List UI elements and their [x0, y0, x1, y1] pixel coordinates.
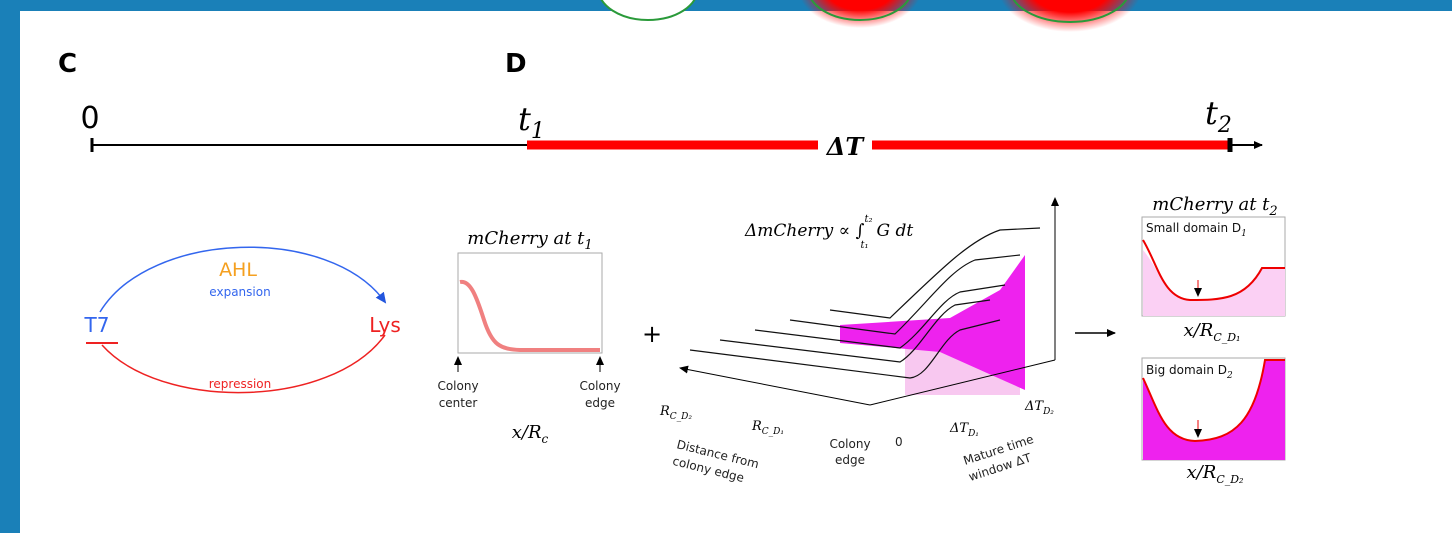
sub: C_D₁	[762, 427, 784, 437]
panel-label: C	[58, 49, 77, 79]
base: Small domain D	[1146, 221, 1241, 235]
base: x/R	[1187, 462, 1217, 483]
plot-title: mCherry at t1	[467, 228, 592, 253]
frame-top	[0, 0, 1452, 11]
sub: 2	[1217, 113, 1232, 138]
plus: +	[642, 320, 662, 348]
line: Colony	[579, 379, 620, 393]
x-label: x/RC_D₁	[1184, 320, 1241, 344]
sub: 1	[584, 238, 592, 253]
lhs: ΔmCherry ∝ ∫	[744, 221, 865, 241]
base: ΔT	[949, 421, 969, 436]
axis-note: Colony center	[437, 379, 478, 410]
line: edge	[585, 396, 615, 410]
base: Big domain D	[1146, 363, 1227, 377]
time-label: t1	[518, 100, 545, 144]
radius-label: RC_D₁	[751, 419, 784, 437]
colony	[998, 0, 1142, 32]
sub: c	[542, 432, 549, 446]
base: R	[659, 404, 670, 419]
signal: AHL	[219, 259, 257, 281]
colony	[798, 0, 922, 28]
window-label: ΔTD₁	[949, 421, 979, 439]
time-label: t2	[1205, 94, 1232, 138]
delta-label: ΔT	[826, 132, 866, 161]
lysis: Lys	[369, 313, 401, 337]
figure: C D 0 t1 ΔT t2 AHL expansion T7 Lys repr…	[0, 0, 1452, 533]
formula: ΔmCherry ∝ ∫t₂ t₁ G dt	[744, 214, 913, 251]
x-label: x/RC_D₂	[1187, 462, 1244, 486]
axis-note: Colony edge	[579, 379, 620, 410]
promoter: T7	[84, 313, 110, 337]
frame-left	[0, 0, 20, 533]
sub: C_D₂	[1216, 473, 1243, 486]
base: ΔT	[1024, 399, 1044, 414]
sub: C_D₁	[1213, 331, 1240, 344]
lower: t₁	[860, 240, 868, 251]
plot-title: mCherry at t2	[1152, 194, 1277, 219]
axis-title: Mature timewindow ΔT	[962, 432, 1041, 484]
line: edge	[835, 453, 865, 467]
line: center	[439, 396, 478, 410]
base: t	[518, 100, 531, 138]
time-label: 0	[80, 101, 99, 136]
sub: 1	[531, 119, 545, 144]
base: x/R	[512, 422, 542, 443]
role-label: expansion	[209, 285, 270, 299]
base: R	[751, 419, 762, 434]
axis-note: 0	[895, 435, 903, 449]
axis	[680, 368, 870, 405]
sub: 2	[1226, 371, 1233, 381]
base: t	[1205, 94, 1218, 132]
base: mCherry at t	[1152, 194, 1270, 215]
base: x/R	[1184, 320, 1214, 341]
sub: D₂	[1042, 407, 1054, 417]
role-label: repression	[209, 377, 272, 391]
radius-label: RC_D₂	[659, 404, 692, 422]
sub: 1	[1241, 229, 1247, 239]
base: mCherry at t	[467, 228, 585, 249]
sub: C_D₂	[670, 412, 693, 422]
window-label: ΔTD₂	[1024, 399, 1054, 417]
upper: t₂	[864, 214, 872, 225]
rhs: G dt	[877, 221, 914, 241]
panel-label: D	[505, 49, 527, 79]
line: Colony	[437, 379, 478, 393]
sub: D₁	[967, 429, 979, 439]
line: Colony	[829, 437, 870, 451]
axis-title: Distance fromcolony edge	[671, 437, 760, 487]
x-label: x/Rc	[512, 422, 549, 446]
colony	[598, 0, 698, 20]
axis-note: Colony edge	[829, 437, 870, 467]
